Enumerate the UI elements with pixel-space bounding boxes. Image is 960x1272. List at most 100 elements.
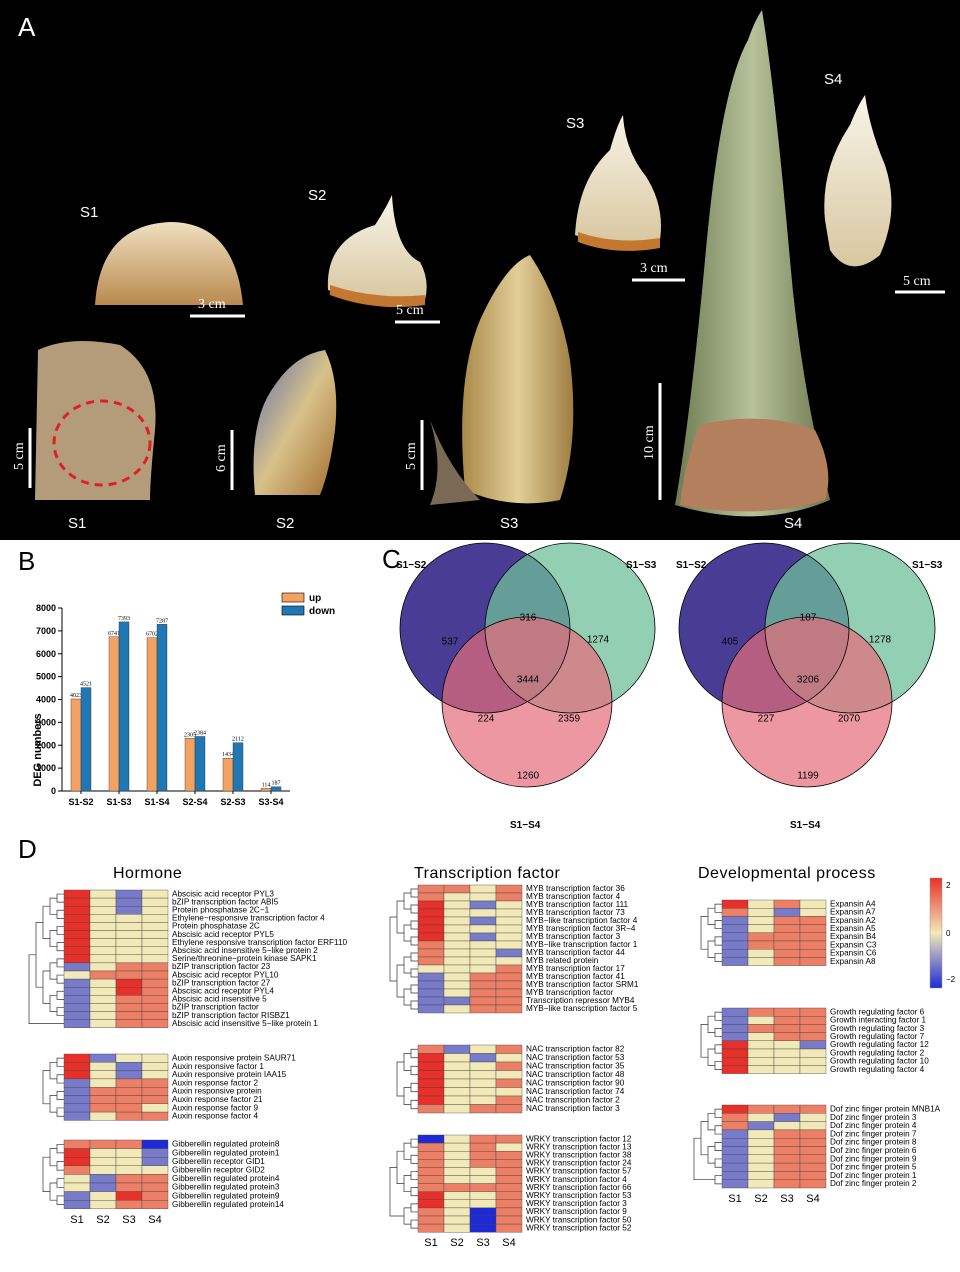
y-tick-label: 1000 (36, 763, 56, 773)
heatmap-cell (63, 1053, 91, 1063)
venn-right-ac: 227 (758, 714, 775, 725)
heatmap-cell (417, 1207, 445, 1217)
heatmap-cell (417, 1095, 445, 1105)
heatmap-cell (495, 980, 523, 990)
heatmap-cell (89, 1182, 117, 1192)
panel-a-photos: A S1 S2 S3 S4 S1 S2 S3 S4 3 cm 5 cm 3 cm… (0, 0, 960, 540)
heatmap-cell (799, 1121, 827, 1131)
heatmap-cell (63, 946, 91, 955)
heatmap-cell (495, 948, 523, 958)
heatmap-cell (417, 892, 445, 902)
heatmap-cell (469, 1183, 497, 1192)
heatmap-cell (63, 905, 91, 915)
heatmap-cell (141, 1200, 169, 1210)
heatmap-cell (443, 1142, 471, 1152)
heatmap-row-label: bZIP transcription factor 23 (172, 962, 271, 971)
heatmap-cell (89, 1174, 117, 1184)
bar-down-S1-S3 (118, 621, 130, 792)
venn-left-label-s1s4: S1−S4 (510, 820, 541, 831)
bar-value-label: 2112 (232, 737, 244, 743)
heatmap-cell (115, 1174, 143, 1184)
heatmap-row-label: WRKY transcription factor 13 (526, 1142, 632, 1151)
heatmap-row-label: bZIP transcription factor ABI5 (172, 897, 279, 906)
heatmap-cell (799, 1171, 827, 1180)
heatmap-row-label: Dof zinc finger protein 8 (830, 1138, 917, 1147)
label-s2-top: S2 (308, 187, 326, 204)
heatmap-cell (747, 957, 775, 966)
heatmap-cell (721, 1138, 749, 1147)
bar-up-S1-S2 (70, 698, 82, 792)
heatmap-row-label: Gibberellin regulated protein8 (172, 1140, 280, 1149)
heatmap-cell (747, 1171, 775, 1180)
photo-s3-top (575, 115, 661, 244)
heatmap-cell (89, 1157, 117, 1167)
heatmap-cell (773, 1129, 801, 1139)
y-axis-label: DEG numbers (32, 713, 44, 786)
heatmap-cell (747, 1065, 775, 1074)
heatmap-cell (469, 1199, 497, 1209)
venn-left-label-s1s3: S1−S3 (626, 560, 657, 571)
heatmap-row-label: MYB transcription factor 111 (526, 900, 629, 909)
heatmap-cell (63, 1148, 91, 1158)
heatmap-cell (799, 924, 827, 933)
heatmap-cell (89, 986, 117, 996)
heatmap-cell (469, 892, 497, 902)
heatmap-cell (141, 1182, 169, 1192)
heatmap-cell (469, 980, 497, 990)
heatmap-cell (443, 1134, 471, 1144)
heatmap-cell (141, 930, 169, 939)
label-s4-bottom: S4 (784, 515, 802, 532)
heatmap-cell (115, 1070, 143, 1080)
label-s1-top: S1 (80, 204, 98, 221)
heatmap-cell (141, 1103, 169, 1113)
heatmap-cell (495, 1004, 523, 1014)
heatmap-cell (721, 1040, 749, 1050)
heatmap-cell (747, 1138, 775, 1147)
heatmap-row-label: WRKY transcription factor 50 (526, 1215, 632, 1224)
heatmap-cell (443, 940, 471, 950)
x-tick-label: S2-S3 (220, 797, 245, 807)
heatmap-cell (443, 924, 471, 934)
heatmap-cell (115, 995, 143, 1004)
heatmap-cell (495, 1199, 523, 1209)
heatmap-cell (141, 1053, 169, 1063)
heatmap-cell (89, 889, 117, 899)
heatmap-cell (721, 932, 749, 942)
panel-d-heatmaps: D Hormone Transcription factor Developme… (18, 834, 956, 1249)
heatmap-cell (495, 1215, 523, 1225)
heatmap-row-label: WRKY transcription factor 3 (526, 1199, 627, 1208)
legend-swatch-down (281, 605, 305, 616)
heatmap-cell (495, 900, 523, 910)
heatmap-cell (141, 1157, 169, 1167)
heatmap-cell (141, 978, 169, 988)
colorbar: 2 0 −2 (929, 877, 956, 989)
heatmap-cell (721, 1113, 749, 1122)
heatmap-cell (495, 1175, 523, 1184)
heatmap-cell (747, 1129, 775, 1139)
heatmap-cell (721, 1032, 749, 1042)
heatmap-cell (141, 1078, 169, 1088)
venn-right-only-s1s4: 1199 (797, 771, 819, 782)
heatmap-cell (417, 1087, 445, 1097)
heatmap-cell (115, 962, 143, 972)
heatmap-cell (115, 905, 143, 915)
heatmap-row-label: MYB transcription factor 41 (526, 972, 625, 981)
heatmap-cell (747, 1104, 775, 1114)
scale-top-s1: 3 cm (198, 297, 226, 312)
heatmap-cell (63, 889, 91, 899)
heatmap-cell (417, 1134, 445, 1144)
heatmap-row-label: Dof zinc finger protein MNB1A (830, 1104, 941, 1113)
heatmap-title-hormone: Hormone (113, 865, 182, 882)
heatmap-row-label: Dof zinc finger protein 3 (830, 1113, 917, 1122)
heatmap-cell (495, 1167, 523, 1176)
heatmap-cell (773, 1015, 801, 1025)
bar-up-S1-S3 (108, 636, 120, 792)
heatmap-cell (721, 1056, 749, 1066)
venn-right: S1−S2 S1−S3 S1−S4 405 1278 1199 187 227 … (676, 542, 943, 831)
heatmap-cell (63, 1095, 91, 1105)
heatmap-cell (417, 900, 445, 910)
heatmap-cell (89, 1011, 117, 1020)
heatmap-row-label: Expansin C3 (830, 940, 877, 949)
heatmap-cell (773, 907, 801, 917)
